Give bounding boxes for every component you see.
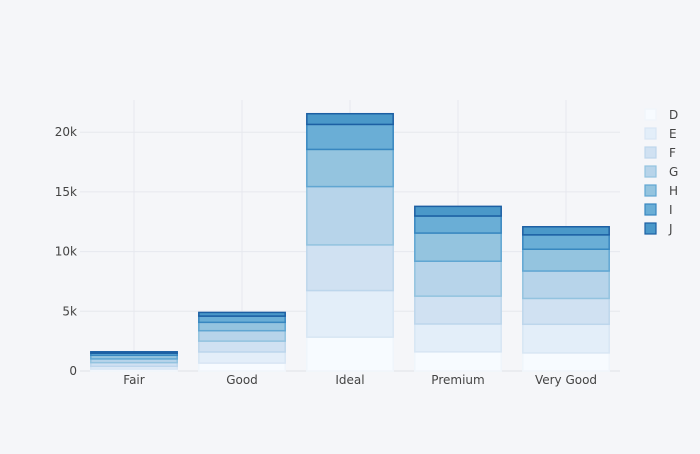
axes: 0 5k 10k 15k 20k Fair Good Ideal Premium Very Goo… [55, 125, 597, 387]
bar-D-ideal[interactable] [306, 336, 394, 372]
legend-label: H [669, 184, 678, 198]
bar-F-ideal[interactable] [306, 244, 394, 292]
x-tick-label: Fair [123, 373, 144, 387]
bar-H-ideal[interactable] [306, 148, 394, 188]
bar-I-ideal[interactable] [306, 123, 394, 151]
legend-swatch [644, 108, 657, 121]
legend-label: J [668, 222, 673, 236]
legend-swatch [644, 184, 657, 197]
bar-J-ideal[interactable] [306, 112, 394, 126]
bar-J-fair[interactable] [90, 351, 178, 354]
bar-E-very-good[interactable] [522, 323, 610, 354]
x-tick-label: Ideal [335, 373, 364, 387]
bar-J-premium[interactable] [414, 205, 502, 217]
x-tick-label: Good [226, 373, 258, 387]
y-tick-label: 15k [55, 185, 77, 199]
legend-label: I [669, 203, 673, 217]
legend-label: D [669, 108, 678, 122]
bar-H-good[interactable] [198, 321, 286, 332]
legend-item-F[interactable]: F [644, 146, 676, 160]
legend-label: E [669, 127, 677, 141]
bar-F-premium[interactable] [414, 295, 502, 325]
bars [90, 112, 610, 372]
bar-F-very-good[interactable] [522, 297, 610, 326]
y-tick-label: 5k [62, 304, 77, 318]
bar-J-very-good[interactable] [522, 226, 610, 236]
bar-E-ideal[interactable] [306, 289, 394, 338]
bar-G-premium[interactable] [414, 260, 502, 297]
legend-label: F [669, 146, 676, 160]
y-tick-label: 0 [69, 364, 77, 378]
bar-H-very-good[interactable] [522, 248, 610, 272]
legend-label: G [669, 165, 678, 179]
legend-swatch [644, 127, 657, 140]
y-tick-label: 10k [55, 245, 77, 259]
legend-item-I[interactable]: I [644, 203, 673, 217]
legend-item-G[interactable]: G [644, 165, 678, 179]
x-tick-label: Very Good [535, 373, 597, 387]
legend-item-J[interactable]: J [644, 222, 673, 236]
legend-item-H[interactable]: H [644, 184, 678, 198]
bar-D-premium[interactable] [414, 351, 502, 372]
y-tick-label: 20k [55, 125, 77, 139]
legend-swatch [644, 222, 657, 235]
legend-swatch [644, 203, 657, 216]
bar-E-premium[interactable] [414, 323, 502, 353]
bar-F-good[interactable] [198, 340, 286, 353]
bar-D-good[interactable] [198, 362, 286, 372]
legend-item-D[interactable]: D [644, 108, 678, 122]
bar-G-good[interactable] [198, 329, 286, 342]
bar-I-good[interactable] [198, 315, 286, 324]
legend-swatch [644, 146, 657, 159]
bar-I-very-good[interactable] [522, 234, 610, 250]
x-tick-label: Premium [431, 373, 484, 387]
bar-D-very-good[interactable] [522, 352, 610, 372]
legend-swatch [644, 165, 657, 178]
bar-G-ideal[interactable] [306, 185, 394, 246]
bar-E-good[interactable] [198, 351, 286, 364]
bar-J-good[interactable] [198, 311, 286, 317]
bar-I-premium[interactable] [414, 215, 502, 234]
bar-H-premium[interactable] [414, 232, 502, 262]
legend-item-E[interactable]: E [644, 127, 677, 141]
bar-G-very-good[interactable] [522, 270, 610, 300]
